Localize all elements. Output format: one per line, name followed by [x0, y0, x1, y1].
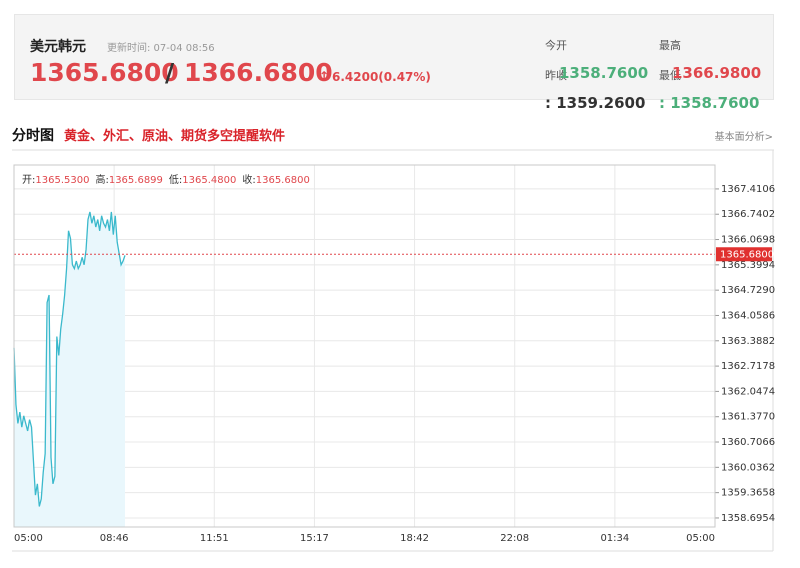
price2: 1366.6800 — [184, 58, 333, 87]
ohlc-label: 高: — [95, 173, 108, 186]
y-tick-label: 1364.0586 — [721, 310, 775, 321]
y-tick-label: 1360.7066 — [721, 437, 775, 448]
ohlc-label: 开: — [22, 175, 35, 186]
last-price-box — [716, 247, 772, 262]
stat-label: 今开 — [545, 39, 567, 52]
x-tick-label: 05:00 — [686, 533, 715, 544]
stat-label: 最低 — [659, 69, 681, 82]
ohlc-info: 开:1365.5300 高:1365.6899 低:1365.4800 收:1365.… — [22, 173, 310, 186]
update-time: 更新时间: 07-04 08:56 — [107, 43, 215, 54]
stat-value: : 1359.2600 — [545, 94, 646, 112]
ohlc-value: 1365.6800 — [256, 175, 310, 186]
ohlc-value: 1365.6899 — [109, 175, 163, 186]
analysis-link[interactable]: 基本面分析> — [714, 132, 773, 143]
y-tick-label: 1366.7402 — [721, 209, 775, 220]
y-tick-label: 1366.0698 — [721, 235, 775, 246]
ohlc-label: 收: — [242, 173, 255, 186]
x-tick-label: 22:08 — [500, 533, 529, 544]
pair-title: 美元韩元 — [30, 39, 86, 55]
y-tick-label: 1362.0474 — [721, 386, 775, 397]
ohlc-label: 低: — [169, 173, 182, 186]
area — [14, 211, 125, 527]
change: 6.4200(0.47%) — [332, 70, 431, 84]
stat-value: : 1358.7600 — [659, 94, 760, 112]
y-tick-label: 1364.7290 — [721, 285, 775, 296]
ohlc-value: 1365.5300 — [35, 175, 89, 186]
section-title: 分时图 — [12, 128, 54, 144]
stat-value: 1366.9800 — [672, 64, 762, 82]
x-tick-label: 11:51 — [200, 533, 229, 544]
last-price-label: 1365.6800 — [720, 249, 774, 260]
y-tick-label: 1358.6954 — [721, 513, 775, 524]
y-tick-label: 1359.3658 — [721, 488, 775, 499]
promo-link[interactable]: 黄金、外汇、原油、期货多空提醒软件 — [64, 129, 286, 144]
separator: / — [165, 58, 175, 87]
y-tick-label: 1363.3882 — [721, 336, 775, 347]
x-tick-label: 01:34 — [600, 533, 629, 544]
x-tick-label: 15:17 — [300, 533, 329, 544]
x-tick-label: 08:46 — [100, 533, 129, 544]
stat-value: 1358.7600 — [559, 64, 649, 82]
change-arrow: ↑ — [319, 69, 330, 83]
y-tick-label: 1367.4106 — [721, 184, 775, 195]
plot-frame — [13, 164, 716, 528]
y-tick-label: 1360.0362 — [721, 462, 775, 473]
y-tick-label: 1362.7178 — [721, 361, 775, 372]
x-tick-label: 05:00 — [14, 533, 43, 544]
price: 1365.6800 — [30, 58, 179, 87]
y-tick-label: 1365.3994 — [721, 260, 775, 271]
x-tick-label: 18:42 — [400, 533, 429, 544]
price-line — [13, 211, 126, 507]
ohlc-value: 1365.4800 — [182, 175, 236, 186]
y-tick-label: 1361.3770 — [721, 412, 775, 423]
stat-label: 昨收 — [545, 69, 567, 82]
quote-header — [14, 14, 774, 100]
stat-label: 最高 — [659, 39, 681, 52]
